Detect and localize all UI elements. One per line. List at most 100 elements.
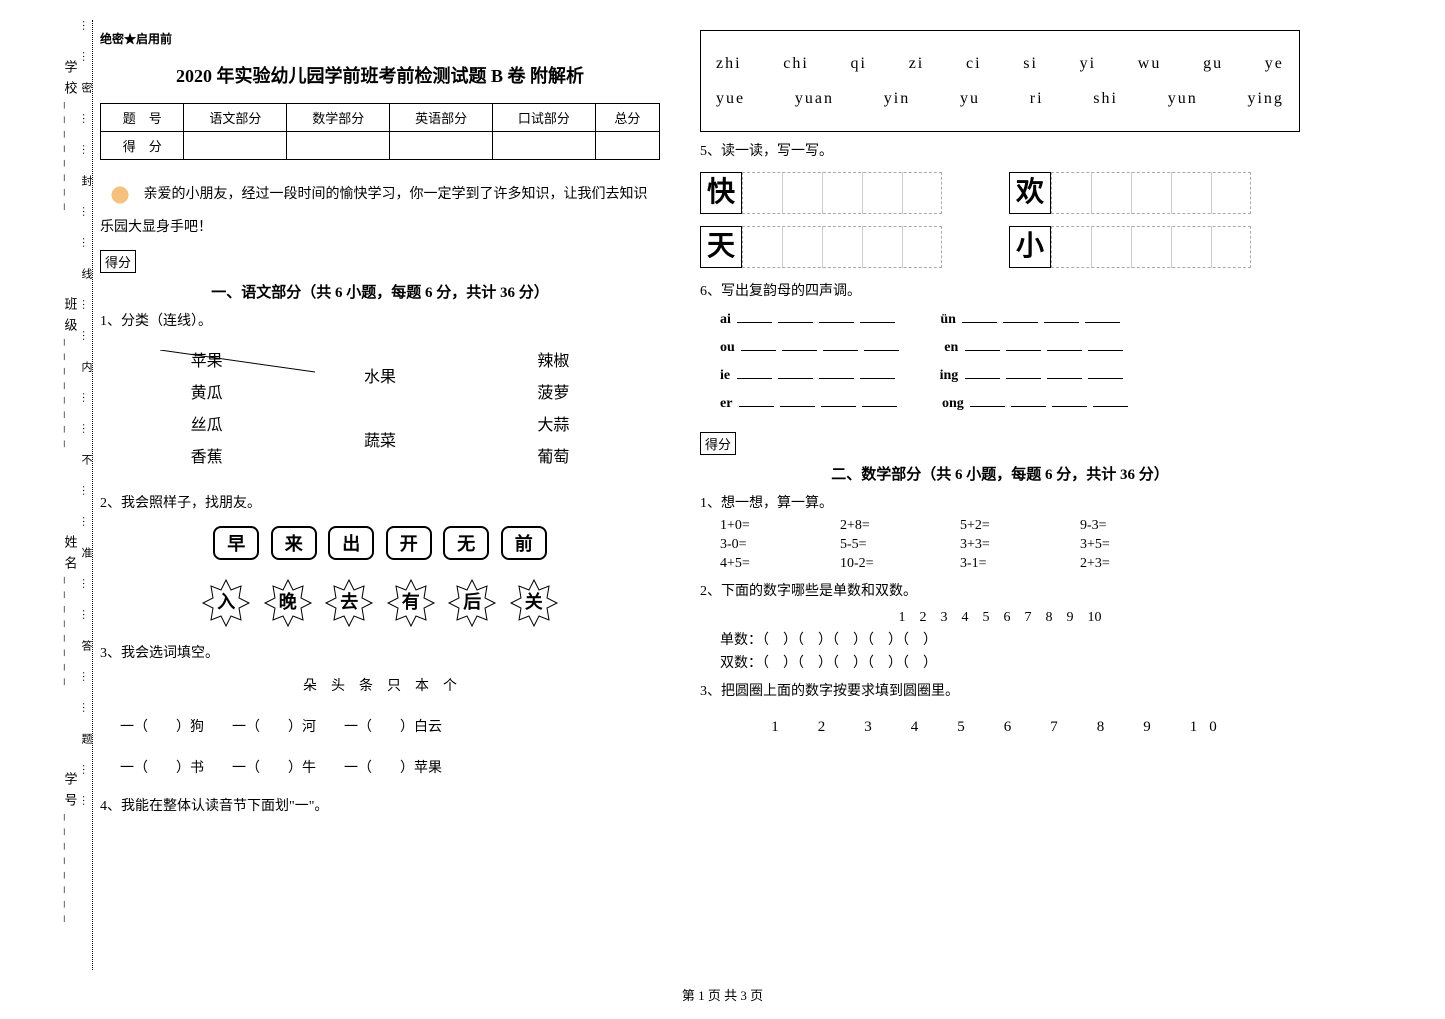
match-item: 葡萄 <box>537 442 569 474</box>
write-area[interactable] <box>742 226 942 268</box>
q3-line1: 一（ ）狗 一（ ）河 一（ ）白云 <box>120 713 640 744</box>
col-math: 数学部分 <box>287 104 390 132</box>
pinyin: ye <box>1265 46 1284 81</box>
write-row: 天 小 <box>700 226 1300 268</box>
match-right: 辣椒 菠萝 大蒜 葡萄 <box>537 346 569 474</box>
pinyin: yuan <box>795 81 834 116</box>
left-column: 绝密★启用前 2020 年实验幼儿园学前班考前检测试题 B 卷 附解析 题 号 … <box>100 30 660 821</box>
col-oral: 口试部分 <box>493 104 596 132</box>
star-box: 后 <box>447 578 497 628</box>
q1-label: 1、分类（连线）。 <box>100 310 660 330</box>
bottom-chars: 入 晚 去 有 后 关 <box>100 574 660 632</box>
tone-row: ou en <box>720 336 1280 356</box>
col-num: 题 号 <box>101 104 184 132</box>
match-item: 香蕉 <box>191 442 223 474</box>
match-item: 辣椒 <box>537 346 569 378</box>
pinyin: si <box>1023 46 1038 81</box>
pinyin: zi <box>909 46 925 81</box>
q3-words: 朵 头 条 只 本 个 <box>120 672 640 703</box>
m2-even: 双数：（ ）（ ）（ ）（ ）（ ） <box>720 652 1280 672</box>
pinyin-row2: yue yuan yin yu ri shi yun ying <box>716 81 1284 116</box>
pinyin: ri <box>1030 81 1044 116</box>
q5-label: 5、读一读，写一写。 <box>700 140 1300 160</box>
col-total: 总分 <box>595 104 659 132</box>
pinyin: chi <box>783 46 809 81</box>
table-score-row: 得 分 <box>101 132 660 160</box>
cell[interactable] <box>595 132 659 160</box>
page-content: 绝密★启用前 2020 年实验幼儿园学前班考前检测试题 B 卷 附解析 题 号 … <box>0 0 1445 841</box>
char-box: 前 <box>501 526 547 560</box>
page-footer: 第 1 页 共 3 页 <box>0 985 1445 1004</box>
char-box: 来 <box>271 526 317 560</box>
match-mid: 水果 蔬菜 <box>364 346 396 474</box>
right-column: zhi chi qi zi ci si yi wu gu ye yue yuan… <box>700 30 1300 821</box>
q3-label: 3、我会选词填空。 <box>100 642 660 662</box>
pinyin-row1: zhi chi qi zi ci si yi wu gu ye <box>716 46 1284 81</box>
pinyin: ying <box>1247 81 1283 116</box>
pinyin: gu <box>1203 46 1223 81</box>
m1-label: 1、想一想，算一算。 <box>700 492 1300 512</box>
cell[interactable] <box>390 132 493 160</box>
margin-name: 姓名________ <box>61 535 80 693</box>
section1-title: 一、语文部分（共 6 小题，每题 6 分，共计 36 分） <box>100 281 660 302</box>
col-english: 英语部分 <box>390 104 493 132</box>
match-line <box>160 350 320 390</box>
pinyin: qi <box>851 46 867 81</box>
mascot-icon <box>100 175 140 215</box>
match-item: 水果 <box>364 362 396 394</box>
pinyin: yue <box>716 81 745 116</box>
char-box: 无 <box>443 526 489 560</box>
top-chars: 早 来 出 开 无 前 <box>100 522 660 564</box>
q4-label: 4、我能在整体认读音节下面划"一"。 <box>100 795 660 815</box>
star-box: 有 <box>386 578 436 628</box>
pinyin: yin <box>884 81 910 116</box>
write-area[interactable] <box>742 172 942 214</box>
confidential-label: 绝密★启用前 <box>100 30 660 47</box>
pinyin: ci <box>966 46 982 81</box>
pinyin: yu <box>960 81 980 116</box>
write-row: 快 欢 <box>700 172 1300 214</box>
tone-row: er ong <box>720 392 1280 412</box>
star-box: 关 <box>509 578 559 628</box>
m2-nums: 1 2 3 4 5 6 7 8 9 10 <box>720 606 1280 626</box>
star-box: 去 <box>324 578 374 628</box>
pinyin: yun <box>1168 81 1198 116</box>
match-left: 苹果 黄瓜 丝瓜 香蕉 <box>191 346 223 474</box>
match-item: 大蒜 <box>537 410 569 442</box>
char-box: 开 <box>386 526 432 560</box>
seal-text: ……密……封……线……内……不……准……答……题…… <box>78 20 94 970</box>
pinyin: zhi <box>716 46 742 81</box>
match-item: 蔬菜 <box>364 426 396 458</box>
pinyin: yi <box>1080 46 1096 81</box>
char-sample: 欢 <box>1009 172 1051 214</box>
char-sample: 小 <box>1009 226 1051 268</box>
margin-school: 学校________ <box>61 60 80 218</box>
match-item: 菠萝 <box>537 378 569 410</box>
score-box: 得分 <box>100 250 136 273</box>
match-area: 苹果 黄瓜 丝瓜 香蕉 水果 蔬菜 辣椒 菠萝 大蒜 葡萄 <box>100 336 660 484</box>
star-box: 入 <box>201 578 251 628</box>
char-sample: 快 <box>700 172 742 214</box>
margin-class: 班级________ <box>61 297 80 455</box>
m2-label: 2、下面的数字哪些是单数和双数。 <box>700 580 1300 600</box>
write-area[interactable] <box>1051 172 1251 214</box>
match-item: 苹果 <box>191 346 223 378</box>
m3-label: 3、把圆圈上面的数字按要求填到圆圈里。 <box>700 680 1300 700</box>
math-row: 4+5=10-2=3-1=2+3= <box>720 556 1280 572</box>
exam-title: 2020 年实验幼儿园学前班考前检测试题 B 卷 附解析 <box>100 62 660 88</box>
q6-label: 6、写出复韵母的四声调。 <box>700 280 1300 300</box>
cell[interactable] <box>184 132 287 160</box>
section2-title: 二、数学部分（共 6 小题，每题 6 分，共计 36 分） <box>700 463 1300 484</box>
q3-line2: 一（ ）书 一（ ）牛 一（ ）苹果 <box>120 754 640 785</box>
m2-odd: 单数：（ ）（ ）（ ）（ ）（ ） <box>720 629 1280 649</box>
char-sample: 天 <box>700 226 742 268</box>
match-item: 黄瓜 <box>191 378 223 410</box>
cell[interactable] <box>287 132 390 160</box>
cell[interactable] <box>493 132 596 160</box>
char-box: 出 <box>328 526 374 560</box>
intro-body: 亲爱的小朋友，经过一段时间的愉快学习，你一定学到了许多知识，让我们去知识乐园大显… <box>100 187 648 235</box>
q2-label: 2、我会照样子，找朋友。 <box>100 492 660 512</box>
write-area[interactable] <box>1051 226 1251 268</box>
pinyin: wu <box>1138 46 1162 81</box>
score-table: 题 号 语文部分 数学部分 英语部分 口试部分 总分 得 分 <box>100 103 660 160</box>
